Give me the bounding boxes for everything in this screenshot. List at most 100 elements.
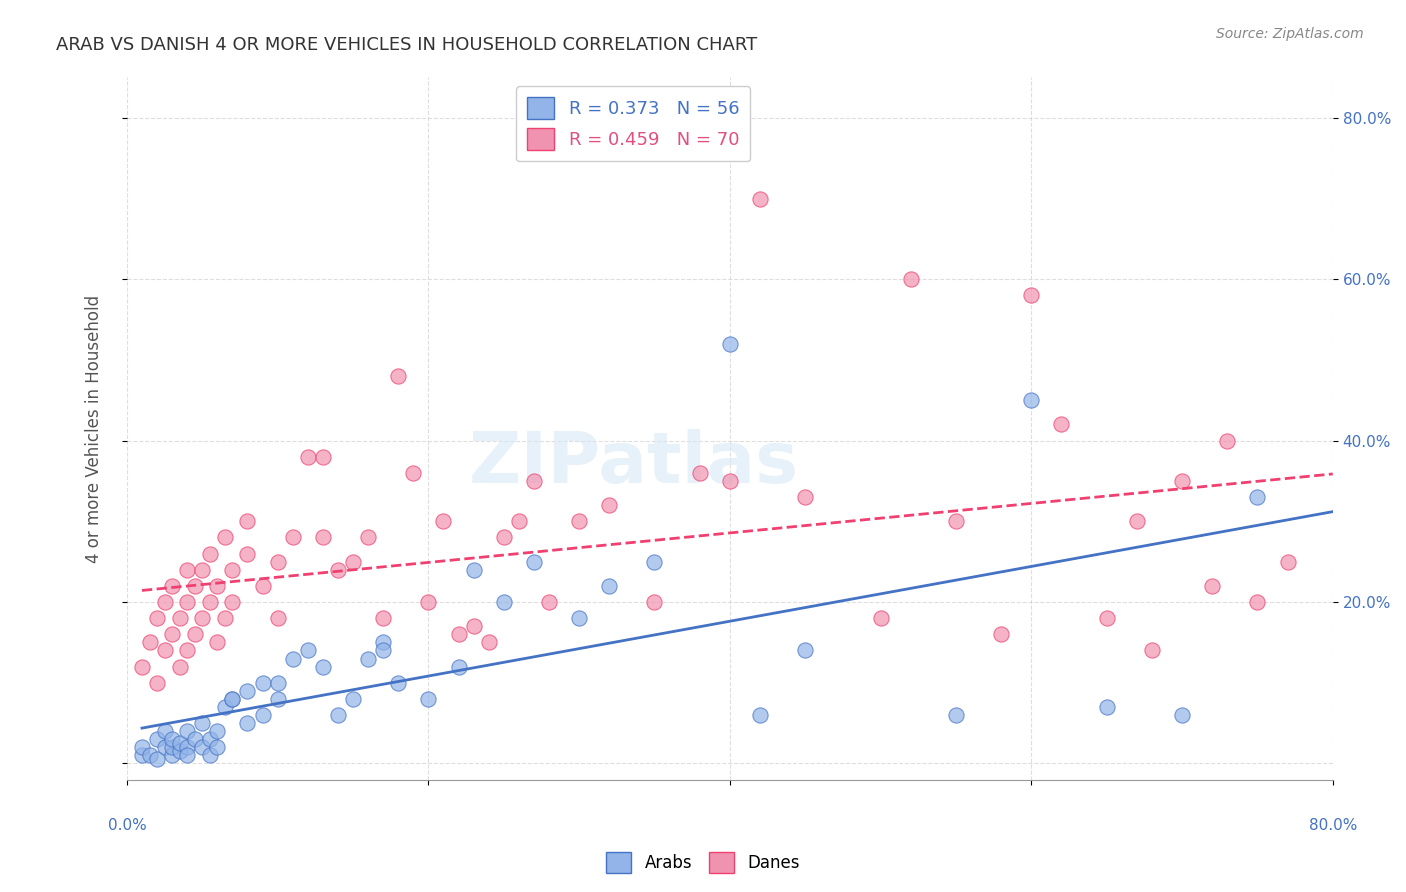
Point xyxy=(169,611,191,625)
Point xyxy=(373,611,395,625)
Text: ARAB VS DANISH 4 OR MORE VEHICLES IN HOUSEHOLD CORRELATION CHART: ARAB VS DANISH 4 OR MORE VEHICLES IN HOU… xyxy=(56,36,758,54)
Point xyxy=(598,498,620,512)
Point xyxy=(176,595,198,609)
Point xyxy=(326,563,349,577)
Point xyxy=(1126,514,1149,528)
Point xyxy=(153,643,176,657)
Point xyxy=(643,555,665,569)
Point xyxy=(432,514,454,528)
Point xyxy=(1021,288,1043,302)
Point xyxy=(508,514,530,528)
Point xyxy=(146,675,169,690)
Point xyxy=(1140,643,1163,657)
Point xyxy=(236,547,259,561)
Point xyxy=(198,732,221,747)
Point xyxy=(214,611,236,625)
Point xyxy=(1201,579,1223,593)
Point xyxy=(236,683,259,698)
Point xyxy=(146,611,169,625)
Point xyxy=(191,611,214,625)
Point xyxy=(1171,474,1194,488)
Point xyxy=(568,514,591,528)
Point xyxy=(492,595,515,609)
Point xyxy=(1171,708,1194,723)
Point xyxy=(1095,700,1118,714)
Point xyxy=(523,474,546,488)
Point xyxy=(176,563,198,577)
Point xyxy=(169,659,191,673)
Point xyxy=(160,732,183,747)
Point xyxy=(945,514,967,528)
Point xyxy=(221,692,243,706)
Point xyxy=(900,272,922,286)
Point xyxy=(146,752,169,766)
Point xyxy=(160,740,183,755)
Legend: Arabs, Danes: Arabs, Danes xyxy=(599,846,807,880)
Point xyxy=(184,732,207,747)
Point xyxy=(266,692,288,706)
Point xyxy=(478,635,501,649)
Point xyxy=(214,531,236,545)
Point xyxy=(537,595,560,609)
Point xyxy=(160,579,183,593)
Point xyxy=(869,611,891,625)
Point xyxy=(160,627,183,641)
Point xyxy=(312,450,335,464)
Point xyxy=(1050,417,1073,432)
Point xyxy=(236,716,259,731)
Point xyxy=(281,651,304,665)
Point xyxy=(357,531,380,545)
Point xyxy=(342,692,364,706)
Point xyxy=(198,595,221,609)
Point xyxy=(297,643,319,657)
Point xyxy=(447,627,470,641)
Point xyxy=(160,748,183,763)
Point xyxy=(207,724,229,739)
Point xyxy=(176,724,198,739)
Point xyxy=(207,579,229,593)
Point xyxy=(297,450,319,464)
Point xyxy=(1246,490,1268,504)
Point xyxy=(1246,595,1268,609)
Point xyxy=(146,732,169,747)
Point xyxy=(357,651,380,665)
Legend: R = 0.373   N = 56, R = 0.459   N = 70: R = 0.373 N = 56, R = 0.459 N = 70 xyxy=(516,87,751,161)
Point xyxy=(312,659,335,673)
Point xyxy=(463,619,485,633)
Point xyxy=(326,708,349,723)
Point xyxy=(598,579,620,593)
Point xyxy=(176,748,198,763)
Point xyxy=(214,700,236,714)
Point xyxy=(131,748,153,763)
Point xyxy=(207,740,229,755)
Point xyxy=(312,531,335,545)
Point xyxy=(373,643,395,657)
Point xyxy=(252,579,274,593)
Point xyxy=(342,555,364,569)
Point xyxy=(131,659,153,673)
Text: 80.0%: 80.0% xyxy=(1309,818,1357,833)
Point xyxy=(387,675,409,690)
Point xyxy=(176,643,198,657)
Point xyxy=(387,369,409,384)
Point xyxy=(184,627,207,641)
Point xyxy=(169,736,191,750)
Point xyxy=(184,579,207,593)
Y-axis label: 4 or more Vehicles in Household: 4 or more Vehicles in Household xyxy=(86,294,103,563)
Point xyxy=(266,611,288,625)
Point xyxy=(990,627,1012,641)
Point xyxy=(418,595,440,609)
Point xyxy=(169,744,191,758)
Point xyxy=(207,635,229,649)
Point xyxy=(191,716,214,731)
Point xyxy=(221,563,243,577)
Point xyxy=(191,563,214,577)
Point xyxy=(138,635,160,649)
Point xyxy=(252,675,274,690)
Point xyxy=(492,531,515,545)
Point xyxy=(281,531,304,545)
Point xyxy=(191,740,214,755)
Text: 0.0%: 0.0% xyxy=(107,818,146,833)
Text: ZIPatlas: ZIPatlas xyxy=(468,429,799,498)
Point xyxy=(945,708,967,723)
